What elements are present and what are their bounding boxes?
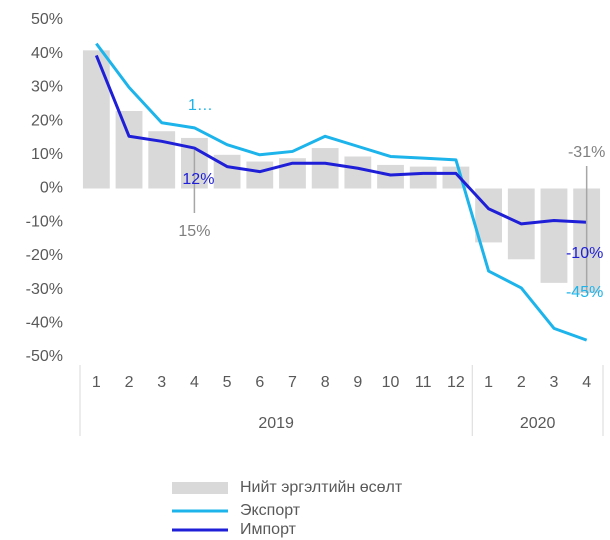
y-tick-label: -50% [26, 348, 63, 365]
legend-label: Нийт эргэлтийн өсөлт [240, 479, 403, 496]
bar [540, 188, 568, 283]
x-tick-label: 4 [190, 374, 199, 391]
data-label: -31% [568, 144, 605, 161]
bar [115, 110, 143, 189]
x-tick-label: 1 [484, 374, 493, 391]
x-group-label: 2019 [258, 415, 294, 432]
legend-label: Импорт [240, 521, 297, 538]
x-tick-label: 8 [321, 374, 330, 391]
x-tick-label: 10 [382, 374, 400, 391]
y-tick-label: 30% [31, 79, 63, 96]
x-tick-label: 2 [517, 374, 526, 391]
data-label: 15% [178, 223, 210, 240]
y-tick-label: 20% [31, 112, 63, 129]
bar [82, 50, 110, 189]
x-tick-label: 11 [415, 374, 432, 391]
x-group-label: 2020 [520, 415, 556, 432]
bar [377, 164, 404, 189]
x-tick-label: 5 [223, 374, 232, 391]
y-tick-label: -10% [26, 213, 63, 230]
x-tick-label: 3 [157, 374, 166, 391]
x-tick-label: 1 [92, 374, 101, 391]
legend-label: Экспорт [240, 502, 301, 519]
x-tick-label: 7 [288, 374, 297, 391]
y-tick-label: 50% [31, 11, 63, 28]
data-label: 12% [182, 171, 214, 188]
x-tick-label: 12 [447, 374, 465, 391]
y-tick-label: 10% [31, 146, 63, 163]
bar [246, 161, 274, 189]
x-tick-label: 3 [550, 374, 559, 391]
x-tick-label: 4 [582, 374, 591, 391]
y-tick-label: -40% [26, 315, 63, 332]
y-tick-label: 40% [31, 45, 63, 62]
data-label: -10% [566, 245, 603, 262]
x-tick-label: 6 [255, 374, 264, 391]
x-tick-label: 9 [353, 374, 362, 391]
y-tick-label: -30% [26, 281, 63, 298]
bar [344, 156, 372, 189]
legend-swatch [172, 482, 228, 494]
x-tick-label: 2 [125, 374, 134, 391]
line [95, 42, 588, 342]
bar [409, 166, 437, 189]
y-tick-label: -20% [26, 247, 63, 264]
y-tick-label: 0% [40, 180, 63, 197]
line [94, 54, 587, 226]
data-label: -45% [566, 284, 603, 301]
bar [311, 148, 339, 189]
data-label: 1… [188, 97, 213, 114]
